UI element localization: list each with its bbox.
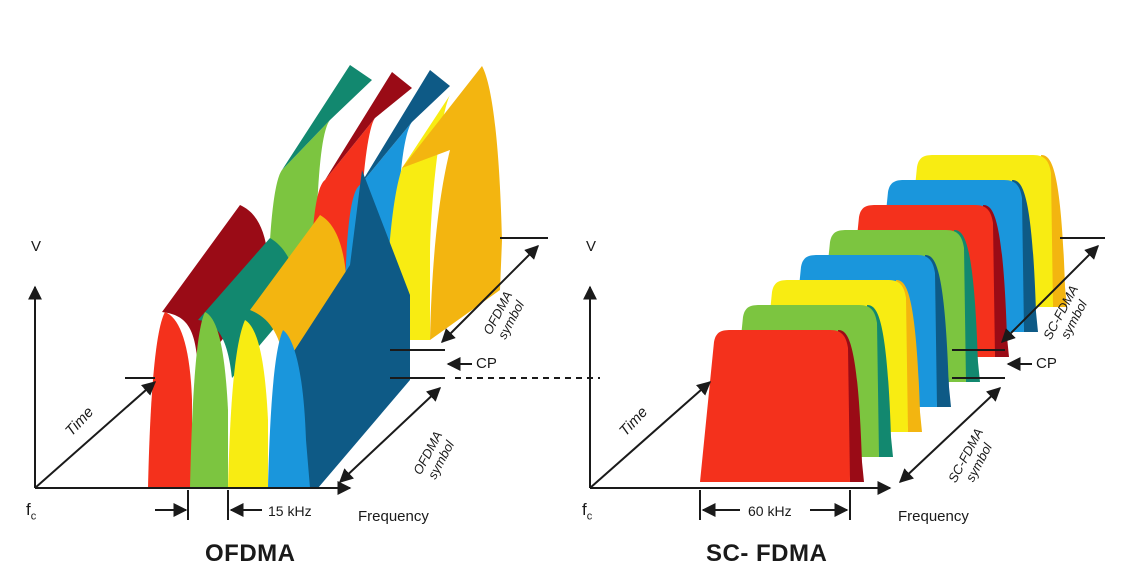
scfdma-symbol-arrow-upper <box>1001 245 1099 343</box>
scfdma-cp-label: CP <box>1036 355 1057 372</box>
scfdma-v-axis-label: V <box>586 238 597 255</box>
scfdma-blocks <box>700 155 1067 482</box>
ofdma-time-axis <box>34 381 157 489</box>
scfdma-title: SC- FDMA <box>706 540 828 567</box>
ofdma-front-subcarrier-darkred <box>162 205 270 370</box>
ofdma-fc-sub: c <box>30 510 37 523</box>
scfdma-spacing-label: 60 kHz <box>748 503 792 519</box>
ofdma-front-subcarrier-red <box>148 312 192 488</box>
scfdma-fc-main: f <box>582 500 587 519</box>
scfdma-symbol-arrow-lower <box>898 387 1002 483</box>
ofdma-front-subcarrier-blue <box>268 330 310 488</box>
scfdma-frequency-label: Frequency <box>898 508 969 525</box>
scfdma-fc-label: fc <box>582 500 592 522</box>
ofdma-fc-main: f <box>26 500 31 519</box>
ofdma-spacing-label: 15 kHz <box>268 503 312 519</box>
ofdma-diagram <box>28 65 600 520</box>
ofdma-symbol-arrow-lower <box>338 387 442 483</box>
ofdma-front-subcarrier-yellow <box>228 320 268 488</box>
ofdma-front-subcarrier-teal <box>198 238 298 378</box>
ofdma-fc-label: fc <box>26 500 36 522</box>
ofdma-frequency-label: Frequency <box>358 508 429 525</box>
ofdma-rear-subcarrier-darkred <box>325 72 412 180</box>
ofdma-front-subcarrier-green <box>190 312 228 488</box>
scfdma-time-axis <box>589 381 712 489</box>
ofdma-front-subcarrier-gold <box>250 215 346 365</box>
ofdma-rear-subcarrier-teal <box>282 65 372 170</box>
scfdma-axes <box>583 237 1105 520</box>
ofdma-title: OFDMA <box>205 540 296 567</box>
scfdma-diagram <box>583 155 1105 520</box>
ofdma-v-axis-label: V <box>31 238 42 255</box>
ofdma-axes <box>28 237 548 520</box>
scfdma-fc-sub: c <box>586 510 593 523</box>
scfdma-block-face <box>700 330 850 482</box>
ofdma-cp-label: CP <box>476 355 497 372</box>
ofdma-symbol-arrow-upper <box>441 245 539 343</box>
ofdma-rear-subcarrier-navy <box>360 70 450 185</box>
